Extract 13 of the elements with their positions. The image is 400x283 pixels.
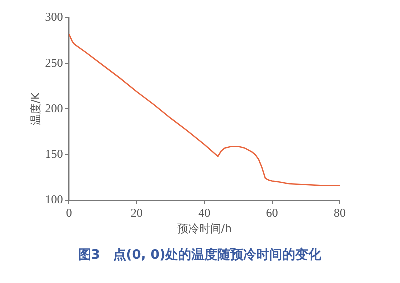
x-tick-label: 40 xyxy=(198,206,211,220)
y-axis-title: 温度/K xyxy=(29,92,42,126)
x-tick-label: 60 xyxy=(266,206,278,220)
x-tick-label: 20 xyxy=(130,206,143,220)
y-tick-label: 200 xyxy=(45,101,64,116)
y-tick-label: 250 xyxy=(45,56,64,70)
x-tick-label: 0 xyxy=(66,206,72,220)
y-tick-label: 150 xyxy=(45,146,64,161)
x-axis-title: 预冷时间/h xyxy=(177,222,232,236)
x-tick-label: 80 xyxy=(334,206,346,220)
text: 图3 点(0, 0)处的温度随预冷时间的变化 xyxy=(77,246,323,264)
y-tick-label: 300 xyxy=(45,10,64,24)
y-tick-label: 100 xyxy=(45,192,64,207)
